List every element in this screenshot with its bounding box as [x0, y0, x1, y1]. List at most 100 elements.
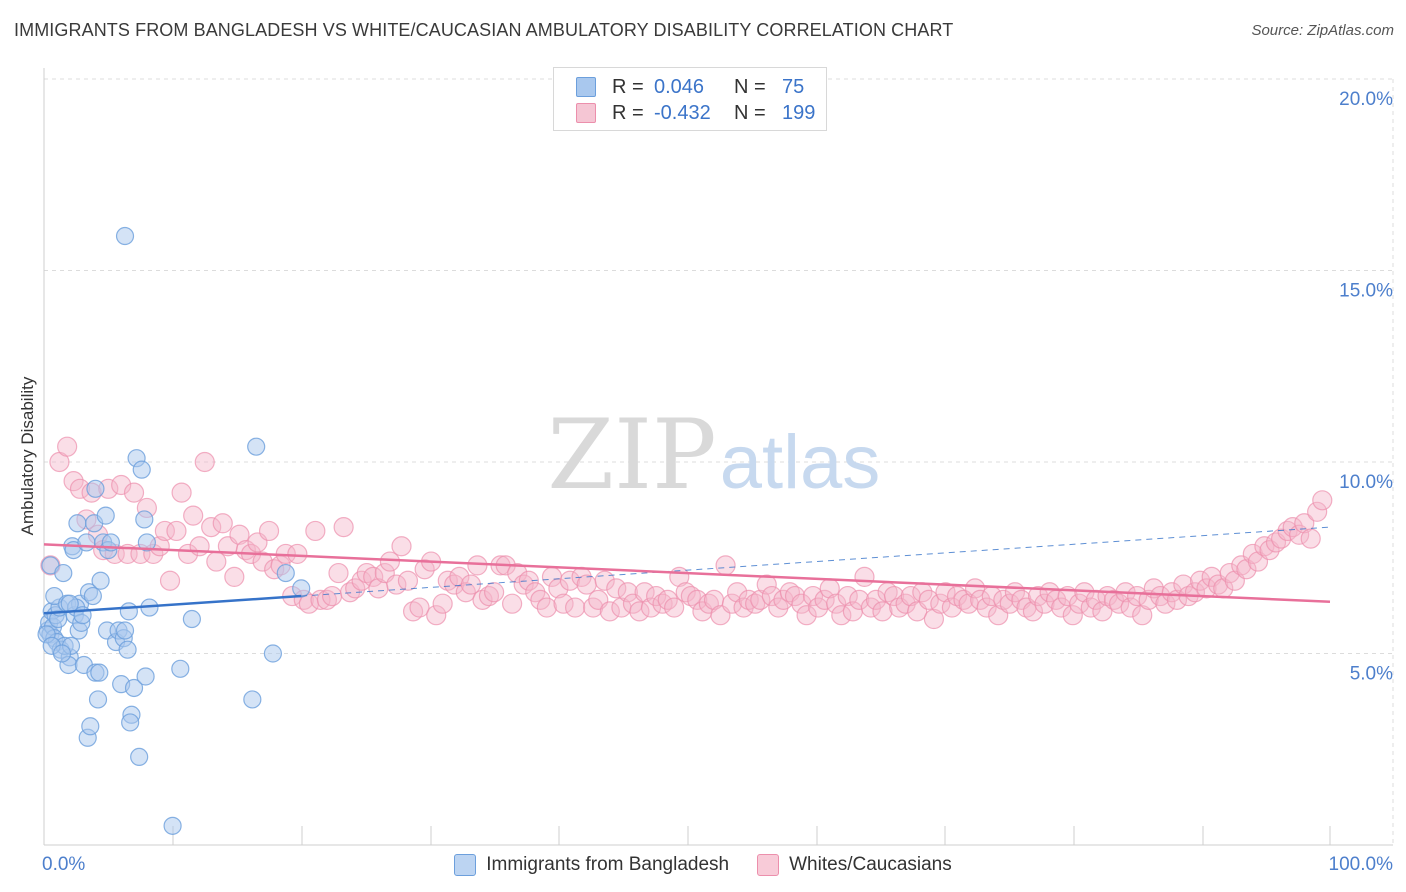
- pink-point: [826, 593, 847, 614]
- pink-point: [363, 566, 384, 588]
- pink-point: [449, 566, 470, 588]
- legend-item-whites: Whites/Caucasians: [757, 854, 952, 876]
- x-tick-label: 100.0%: [1329, 854, 1394, 875]
- blue-point: [135, 510, 154, 529]
- pink-point: [791, 593, 812, 614]
- pink-point: [397, 570, 419, 591]
- blue-point: [68, 514, 87, 533]
- pink-point: [1132, 605, 1153, 626]
- pink-point: [1196, 578, 1217, 599]
- pink-point: [837, 585, 858, 607]
- pink-point: [212, 513, 233, 534]
- pink-point: [1307, 501, 1328, 522]
- blue-point: [96, 506, 115, 525]
- pink-point: [472, 589, 493, 610]
- pink-point: [194, 451, 215, 473]
- blue-point: [292, 579, 311, 598]
- watermark-atlas: atlas: [720, 420, 881, 505]
- legend-r-value: 0.046: [654, 75, 705, 98]
- pink-point: [727, 582, 748, 603]
- pink-point: [715, 555, 736, 576]
- blue-point: [124, 678, 144, 698]
- pink-point: [189, 536, 210, 557]
- blue-point: [83, 586, 102, 606]
- pink-point: [1069, 593, 1090, 614]
- pink-point: [356, 562, 377, 584]
- pink-point: [559, 570, 581, 591]
- pink-point: [993, 589, 1014, 610]
- blue-swatch-icon: [576, 77, 596, 97]
- blue-swatch-icon: [454, 854, 477, 876]
- blue-point: [121, 713, 140, 732]
- legend-label-whites: Whites/Caucasians: [789, 854, 952, 875]
- pink-point: [664, 597, 685, 618]
- pink-point: [634, 582, 655, 603]
- pink-point: [111, 474, 132, 496]
- y-tick-label: 20.0%: [1339, 89, 1393, 110]
- pink-point: [333, 517, 354, 538]
- pink-point: [426, 605, 447, 626]
- blue-point: [52, 644, 72, 663]
- pink-point: [1300, 528, 1321, 549]
- blue-point: [163, 816, 182, 835]
- pink-point: [946, 585, 968, 607]
- pink-point: [964, 578, 986, 599]
- source-credit: Source: ZipAtlas.com: [1251, 22, 1394, 39]
- pink-point: [617, 582, 638, 603]
- pink-point: [287, 543, 308, 565]
- blue-point: [171, 659, 190, 678]
- legend-n-label: N =: [734, 101, 766, 124]
- pink-point: [738, 589, 759, 610]
- pink-point: [409, 597, 430, 618]
- stats-legend: R = 0.046 N = 75 R = -0.432 N = 199: [553, 67, 827, 131]
- pink-point: [321, 585, 343, 607]
- pink-point: [224, 566, 245, 588]
- blue-point: [247, 437, 266, 456]
- pink-point: [941, 597, 963, 618]
- watermark: ZIP atlas: [547, 399, 880, 511]
- pink-point: [518, 570, 539, 591]
- pink-point: [935, 582, 956, 603]
- pink-swatch-icon: [757, 854, 780, 876]
- legend-n-value: 75: [782, 75, 805, 98]
- tick-labels: 5.0% 10.0% 15.0% 20.0% 0.0% 100.0%: [42, 89, 1393, 875]
- legend-item-bangladesh: Immigrants from Bangladesh: [454, 854, 729, 876]
- pink-point: [565, 597, 586, 618]
- legend-r-label: R =: [612, 101, 644, 124]
- pink-point: [1126, 585, 1148, 607]
- pink-point: [923, 608, 945, 630]
- pink-point: [57, 436, 78, 457]
- blue-point: [91, 571, 110, 590]
- pink-point: [467, 555, 488, 576]
- trend-lines: [43, 526, 1331, 615]
- y-tick-label: 5.0%: [1350, 664, 1393, 685]
- pink-series-points: [40, 436, 1333, 630]
- legend-r-label: R =: [612, 75, 644, 98]
- pink-point: [606, 578, 627, 599]
- pink-point: [1108, 593, 1130, 614]
- blue-point: [276, 563, 295, 583]
- blue-point: [263, 644, 283, 663]
- pink-point: [802, 585, 824, 607]
- blue-point: [243, 690, 262, 709]
- blue-point: [119, 602, 138, 621]
- pink-point: [1289, 524, 1310, 545]
- pink-point: [883, 585, 905, 607]
- pink-point: [553, 593, 574, 614]
- pink-point: [1062, 605, 1083, 626]
- pink-point: [750, 589, 771, 610]
- pink-point: [536, 597, 557, 618]
- pink-point: [680, 585, 701, 607]
- legend-n-label: N =: [734, 75, 766, 98]
- pink-point: [629, 601, 650, 622]
- blue-point: [81, 717, 100, 736]
- pink-point: [849, 589, 870, 610]
- blue-point: [90, 663, 109, 682]
- legend-r-value: -0.432: [654, 101, 711, 124]
- pink-point: [258, 520, 280, 542]
- pink-point: [177, 543, 199, 565]
- pink-point: [854, 566, 875, 588]
- blue-point: [118, 640, 137, 659]
- legend-row-blue: R = 0.046 N = 75: [576, 75, 804, 99]
